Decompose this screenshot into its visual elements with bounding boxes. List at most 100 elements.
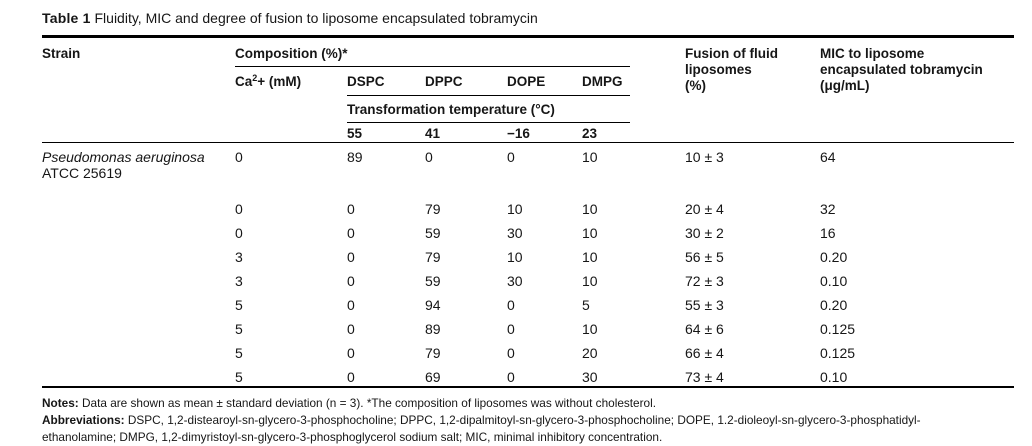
dspc-cell: 0 — [347, 200, 355, 217]
header-fusion-line2: liposomes — [685, 62, 752, 77]
dmpg-cell: 10 — [582, 142, 685, 195]
fusion-cell: 55 ± 3 — [685, 296, 724, 313]
table-title: Table 1 Fluidity, MIC and degree of fusi… — [42, 9, 1032, 27]
fusion-cell: 30 ± 2 — [685, 224, 724, 241]
dspc-cell: 0 — [347, 224, 355, 241]
dppc-cell: 79 — [425, 200, 441, 217]
ca-cell: 0 — [235, 200, 243, 217]
notes-label: Notes: — [42, 395, 79, 410]
header-mic-line2: encapsulated tobramycin — [820, 62, 983, 77]
header-dppc: DPPC — [425, 66, 507, 96]
dope-cell: 0 — [507, 368, 515, 385]
table-row: 5 0 79 0 20 66 ± 4 0.125 — [42, 339, 1014, 363]
fusion-cell: 56 ± 5 — [685, 248, 724, 265]
dmpg-cell: 30 — [582, 368, 598, 385]
mic-cell: 16 — [820, 224, 836, 241]
temp-dope: −16 — [507, 126, 530, 141]
table-row: 5 0 89 0 10 64 ± 6 0.125 — [42, 315, 1014, 339]
mic-cell: 64 — [820, 142, 1014, 195]
table-body: Pseudomonas aeruginosa ATCC 25619 0 89 0 … — [42, 142, 1014, 387]
dspc-cell: 0 — [347, 272, 355, 289]
dppc-cell: 69 — [425, 368, 441, 385]
mic-cell: 0.125 — [820, 344, 856, 361]
fusion-cell: 20 ± 4 — [685, 200, 724, 217]
header-transformation-temperature: Transformation temperature (°C) — [347, 95, 630, 123]
notes-text: Data are shown as mean ± standard deviat… — [82, 395, 657, 410]
dppc-cell: 0 — [425, 142, 507, 195]
fusion-cell: 73 ± 4 — [685, 368, 724, 385]
fusion-cell: 10 ± 3 — [685, 142, 820, 195]
table-row: 5 0 94 0 5 55 ± 3 0.20 — [42, 291, 1014, 315]
dope-cell: 10 — [507, 248, 523, 265]
table-row: 0 0 79 10 10 20 ± 4 32 — [42, 195, 1014, 219]
header-dmpg: DMPG — [582, 66, 630, 96]
table-row: 3 0 79 10 10 56 ± 5 0.20 — [42, 243, 1014, 267]
dmpg-cell: 10 — [582, 248, 598, 265]
strain-species: Pseudomonas aeruginosa — [42, 149, 205, 165]
strain-cell — [42, 243, 235, 267]
dmpg-cell: 5 — [582, 296, 590, 313]
strain-cell — [42, 315, 235, 339]
dppc-cell: 79 — [425, 344, 441, 361]
table-row: Pseudomonas aeruginosa ATCC 25619 0 89 0 … — [42, 142, 1014, 195]
ca-cell: 3 — [235, 272, 243, 289]
dmpg-cell: 20 — [582, 344, 598, 361]
table-row: 5 0 69 0 30 73 ± 4 0.10 — [42, 363, 1014, 387]
dspc-cell: 0 — [347, 368, 355, 385]
temp-dspc: 55 — [347, 126, 363, 141]
dspc-cell: 89 — [347, 142, 425, 195]
header-dope: DOPE — [507, 66, 582, 96]
header-fusion-line1: Fusion of fluid — [685, 46, 778, 61]
dspc-cell: 0 — [347, 320, 355, 337]
header-strain: Strain — [42, 46, 81, 61]
ca-cell: 0 — [235, 142, 347, 195]
strain-cell — [42, 219, 235, 243]
temp-dmpg: 23 — [582, 126, 598, 141]
fusion-cell: 72 ± 3 — [685, 272, 724, 289]
dspc-cell: 0 — [347, 296, 355, 313]
dope-cell: 0 — [507, 296, 515, 313]
dppc-cell: 59 — [425, 224, 441, 241]
table-number: Table 1 — [42, 10, 91, 26]
dppc-cell: 79 — [425, 248, 441, 265]
mic-cell: 0.20 — [820, 248, 848, 265]
header-fusion: Fusion of fluid liposomes (%) — [685, 37, 820, 143]
table-row: 0 0 59 30 10 30 ± 2 16 — [42, 219, 1014, 243]
dope-cell: 30 — [507, 272, 523, 289]
dope-cell: 30 — [507, 224, 523, 241]
ca-cell: 0 — [235, 224, 243, 241]
dmpg-cell: 10 — [582, 272, 598, 289]
strain-cell: Pseudomonas aeruginosa ATCC 25619 — [42, 142, 235, 195]
mic-cell: 0.125 — [820, 320, 856, 337]
calcium-prefix: Ca — [235, 74, 253, 89]
ca-cell: 5 — [235, 296, 243, 313]
table-header: Strain Composition (%)* Fusion of fluid … — [42, 36, 1014, 143]
fusion-cell: 66 ± 4 — [685, 344, 724, 361]
header-dspc: DSPC — [347, 66, 425, 96]
mic-cell: 0.10 — [820, 368, 848, 385]
strain-cell — [42, 195, 235, 219]
abbreviations-line2: ethanolamine; DMPG, 1,2-dimyristoyl-sn-g… — [42, 429, 663, 444]
calcium-suffix: + (mM) — [257, 74, 302, 89]
data-table: Strain Composition (%)* Fusion of fluid … — [42, 35, 1014, 388]
ca-cell: 5 — [235, 344, 243, 361]
table-footnotes: Notes: Data are shown as mean ± standard… — [42, 395, 1032, 446]
header-spacer — [630, 37, 685, 143]
dmpg-cell: 10 — [582, 320, 598, 337]
strain-id: ATCC 25619 — [42, 165, 122, 181]
mic-cell: 0.10 — [820, 272, 848, 289]
ca-cell: 5 — [235, 320, 243, 337]
mic-cell: 0.20 — [820, 296, 848, 313]
dope-cell: 10 — [507, 200, 523, 217]
abbreviations-label: Abbreviations: — [42, 412, 125, 427]
dope-cell: 0 — [507, 320, 515, 337]
strain-cell — [42, 267, 235, 291]
dppc-cell: 59 — [425, 272, 441, 289]
dope-cell: 0 — [507, 142, 582, 195]
dppc-cell: 89 — [425, 320, 441, 337]
dope-cell: 0 — [507, 344, 515, 361]
notes-line: Notes: Data are shown as mean ± standard… — [42, 395, 1032, 412]
strain-cell — [42, 363, 235, 387]
header-mic: MIC to liposome encapsulated tobramycin … — [820, 37, 1014, 143]
